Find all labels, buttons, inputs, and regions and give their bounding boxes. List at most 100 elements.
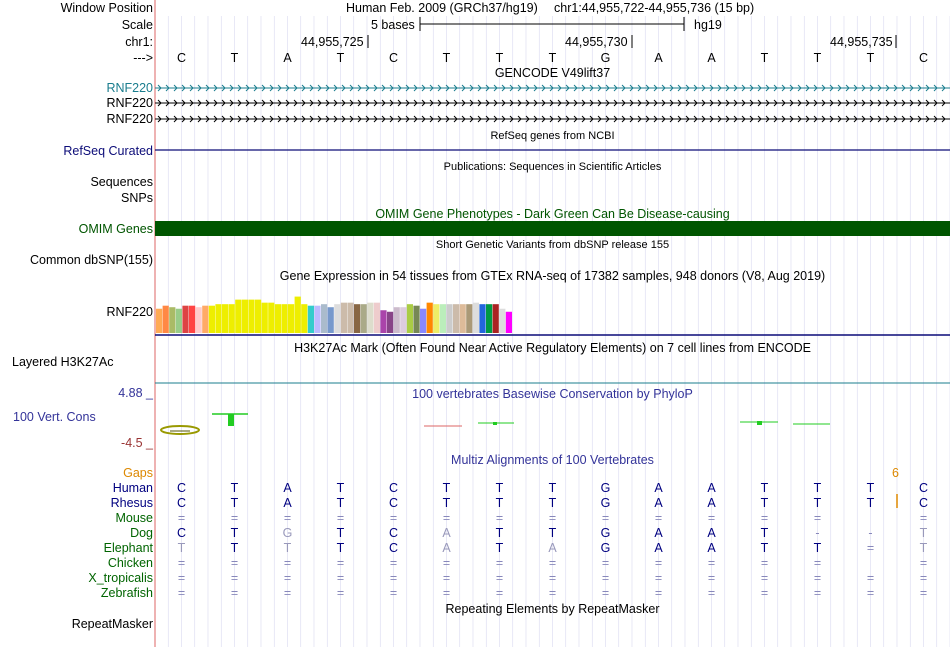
dbsnp-track-title[interactable]: Short Genetic Variants from dbSNP releas… <box>435 239 670 251</box>
species-label[interactable]: Mouse <box>115 511 153 525</box>
species-label[interactable]: Zebrafish <box>100 586 153 600</box>
alignment-base: T <box>230 496 239 510</box>
alignment-base: = <box>866 586 875 600</box>
alignment-base: T <box>495 541 504 555</box>
gtex-bar <box>208 305 215 333</box>
gencode-gene-label[interactable]: RNF220 <box>106 81 153 95</box>
alignment-base: T <box>495 496 504 510</box>
snps-track-label[interactable]: SNPs <box>121 191 153 205</box>
alignment-base: = <box>283 511 292 525</box>
gtex-bar <box>354 304 361 333</box>
gtex-bar <box>228 304 235 333</box>
omim-bar <box>155 221 950 236</box>
refseq-track-title[interactable]: RefSeq genes from NCBI <box>490 130 615 142</box>
sequences-track-label[interactable]: Sequences <box>90 175 153 189</box>
alignment-base: = <box>760 511 769 525</box>
reference-base: A <box>283 51 292 65</box>
gtex-bar <box>492 304 499 333</box>
gencode-track-title[interactable]: GENCODE V49lift37 <box>494 66 611 80</box>
alignment-base: = <box>813 556 822 570</box>
publications-track-title[interactable]: Publications: Sequences in Scientific Ar… <box>443 161 662 173</box>
alignment-base: A <box>654 481 663 495</box>
alignment-base: = <box>442 571 451 585</box>
alignment-base: T <box>813 496 822 510</box>
h3k27ac-track-label[interactable]: Layered H3K27Ac <box>12 355 114 369</box>
gtex-bar <box>235 299 242 333</box>
gtex-bar <box>360 304 367 333</box>
reference-base: T <box>336 51 345 65</box>
phylop-max-label: 4.88 _ <box>118 386 153 400</box>
species-label[interactable]: Rhesus <box>110 496 153 510</box>
reference-base: T <box>760 51 769 65</box>
gtex-bar <box>466 304 473 333</box>
species-label[interactable]: X_tropicalis <box>88 571 153 585</box>
gtex-gene-label[interactable]: RNF220 <box>106 305 153 319</box>
alignment-base: T <box>919 541 928 555</box>
gencode-gene-label[interactable]: RNF220 <box>106 96 153 110</box>
alignment-base: T <box>230 481 239 495</box>
refseq-track-label[interactable]: RefSeq Curated <box>63 144 153 158</box>
gtex-bar <box>453 304 460 333</box>
alignment-base: A <box>707 541 716 555</box>
alignment-base: G <box>282 526 293 540</box>
reference-base: C <box>388 51 399 65</box>
alignment-base: A <box>283 481 292 495</box>
alignment-base: = <box>707 511 716 525</box>
alignment-base: = <box>177 511 186 525</box>
omim-track-title[interactable]: OMIM Gene Phenotypes - Dark Green Can Be… <box>375 207 730 221</box>
alignment-base: C <box>918 496 929 510</box>
dbsnp-track-label[interactable]: Common dbSNP(155) <box>30 253 153 267</box>
species-label[interactable]: Chicken <box>107 556 153 570</box>
gaps-value: 6 <box>892 466 899 480</box>
species-label[interactable]: Dog <box>130 526 153 540</box>
phylop-bar <box>228 414 234 426</box>
gtex-bar <box>222 304 229 333</box>
alignment-base: = <box>601 586 610 600</box>
multiz-track-title[interactable]: Multiz Alignments of 100 Vertebrates <box>451 453 654 467</box>
gtex-bar <box>380 310 387 333</box>
alignment-base: A <box>442 526 451 540</box>
alignment-base: = <box>336 586 345 600</box>
species-label[interactable]: Elephant <box>103 541 153 555</box>
alignment-base: T <box>230 541 239 555</box>
alignment-base: A <box>442 541 451 555</box>
gtex-bar <box>215 304 222 333</box>
repeatmasker-track-title[interactable]: Repeating Elements by RepeatMasker <box>445 602 660 616</box>
alignment-base: A <box>707 496 716 510</box>
gtex-bar <box>268 302 275 333</box>
alignment-base: A <box>283 496 292 510</box>
phylop-bar <box>757 421 762 425</box>
phylop-track-label[interactable]: 100 Vert. Cons <box>13 410 96 424</box>
gencode-gene-label[interactable]: RNF220 <box>106 112 153 126</box>
gtex-bar <box>294 296 301 333</box>
phylop-min-label: -4.5 _ <box>121 436 153 450</box>
phylop-track-title[interactable]: 100 vertebrates Basewise Conservation by… <box>412 387 693 401</box>
reference-base: T <box>548 51 557 65</box>
species-label[interactable]: Human <box>112 481 153 495</box>
gtex-bar <box>274 304 281 333</box>
gtex-bar <box>393 307 400 333</box>
gtex-bar <box>169 307 176 333</box>
alignment-base: T <box>495 481 504 495</box>
alignment-base: T <box>336 496 345 510</box>
gtex-bar <box>189 305 196 333</box>
alignment-base: T <box>866 496 875 510</box>
alignment-base: A <box>707 526 716 540</box>
gtex-bar <box>387 311 394 333</box>
alignment-base: = <box>813 586 822 600</box>
alignment-base: = <box>442 556 451 570</box>
gtex-bar <box>202 305 209 333</box>
alignment-base: T <box>760 526 769 540</box>
repeatmasker-track-label[interactable]: RepeatMasker <box>71 617 153 631</box>
gtex-bar <box>426 302 433 333</box>
gtex-track-title[interactable]: Gene Expression in 54 tissues from GTEx … <box>279 269 826 283</box>
alignment-base: = <box>336 556 345 570</box>
omim-track-label[interactable]: OMIM Genes <box>78 222 153 236</box>
gtex-bar <box>248 299 255 333</box>
h3k27ac-track-title[interactable]: H3K27Ac Mark (Often Found Near Active Re… <box>294 341 811 355</box>
alignment-base: A <box>707 481 716 495</box>
alignment-base: = <box>389 556 398 570</box>
alignment-base: T <box>336 481 345 495</box>
gtex-bar <box>261 302 268 333</box>
alignment-base: = <box>283 556 292 570</box>
